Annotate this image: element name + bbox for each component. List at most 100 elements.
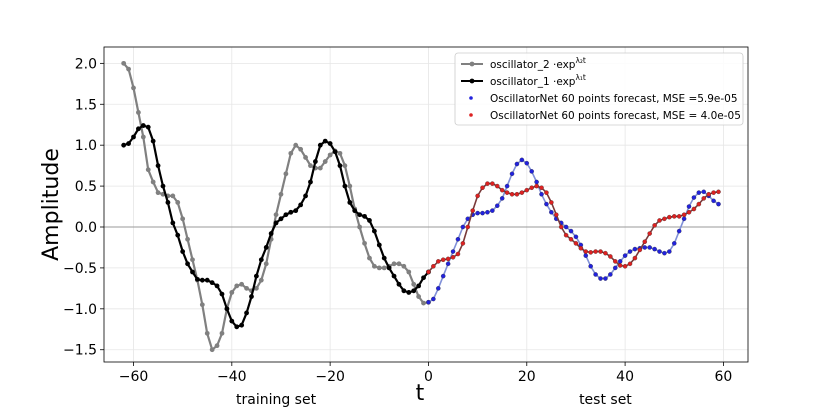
data-point (140, 123, 146, 128)
data-point (681, 212, 687, 217)
data-point (411, 281, 417, 287)
data-point (337, 163, 343, 169)
data-point (632, 246, 638, 252)
data-point (416, 294, 422, 299)
data-point (239, 281, 245, 287)
data-point (598, 249, 603, 254)
data-point (381, 255, 387, 261)
data-point (131, 85, 136, 91)
data-point (258, 277, 264, 283)
data-point (716, 189, 721, 195)
data-point (436, 286, 441, 291)
data-point (362, 213, 367, 219)
data-point (199, 277, 205, 283)
data-point (504, 183, 510, 189)
data-point (485, 181, 490, 186)
data-point (544, 190, 549, 195)
data-point (283, 171, 289, 177)
data-point (686, 210, 692, 215)
data-point (175, 200, 181, 205)
data-point (676, 228, 682, 234)
x-tick-label: 60 (715, 369, 733, 385)
data-point (362, 240, 367, 246)
data-point (529, 169, 534, 174)
data-point (357, 212, 363, 218)
data-point (180, 216, 186, 222)
data-point (342, 163, 348, 169)
data-point (278, 216, 284, 222)
data-point (121, 142, 127, 148)
series-3 (426, 157, 721, 305)
data-point (342, 183, 348, 189)
data-point (563, 224, 569, 230)
training-set-label: training set (236, 392, 317, 408)
data-point (308, 163, 313, 169)
x-tick-label: −40 (217, 369, 247, 385)
data-point (214, 343, 220, 349)
data-point (199, 302, 205, 308)
legend-label: OscillatorNet 60 points forecast, MSE =5… (490, 93, 738, 105)
data-point (209, 280, 215, 286)
data-point (588, 264, 593, 269)
data-point (416, 283, 422, 289)
data-point (253, 285, 259, 291)
data-point (253, 273, 259, 279)
data-point (426, 300, 431, 305)
data-point (657, 249, 662, 254)
data-point (150, 138, 156, 144)
y-tick-label: −1.0 (63, 302, 97, 318)
x-tick-label: 20 (518, 369, 536, 385)
data-point (711, 190, 716, 195)
data-point (288, 209, 294, 215)
data-point (657, 218, 662, 223)
data-point (367, 255, 372, 261)
data-point (371, 228, 377, 234)
data-point (283, 212, 289, 218)
data-point (347, 200, 353, 205)
data-point (440, 257, 446, 262)
data-point (475, 210, 480, 216)
data-point (642, 245, 648, 250)
data-point (514, 192, 520, 197)
data-point (219, 291, 225, 297)
data-point (490, 181, 495, 186)
legend: oscillator_2 ·expλ₂t oscillator_1 ·expλ₁t… (454, 52, 744, 126)
data-point (136, 110, 141, 115)
data-point (357, 224, 363, 230)
data-point (204, 277, 210, 283)
data-point (701, 196, 707, 201)
data-point (347, 183, 353, 189)
test-set-label: test set (579, 392, 632, 408)
data-point (170, 220, 176, 226)
legend-label: oscillator_1 ·expλ₁t (490, 73, 586, 88)
data-point (195, 276, 200, 282)
y-axis-label: Amplitude (39, 148, 64, 261)
data-point (514, 161, 520, 167)
data-point (298, 202, 304, 208)
data-point (411, 288, 417, 294)
legend-label-superscript: λ₁t (575, 73, 585, 82)
data-point (490, 208, 495, 213)
data-point (273, 220, 279, 226)
data-point (672, 214, 677, 219)
data-point (263, 245, 269, 250)
series-1 (121, 60, 431, 353)
data-point (627, 249, 633, 254)
x-axis-label: t (416, 381, 425, 406)
data-point (249, 294, 254, 299)
data-point (406, 269, 412, 275)
data-point (647, 231, 652, 236)
data-point (534, 183, 539, 189)
data-point (460, 224, 466, 230)
data-point (421, 275, 426, 281)
y-tick-label: 1.0 (75, 138, 97, 154)
data-point (603, 276, 608, 281)
legend-marker (469, 96, 473, 100)
y-tick-label: −0.5 (63, 261, 97, 277)
data-point (303, 193, 308, 199)
data-point (278, 191, 284, 197)
data-point (504, 190, 510, 195)
data-point (229, 290, 235, 295)
data-point (460, 241, 466, 246)
